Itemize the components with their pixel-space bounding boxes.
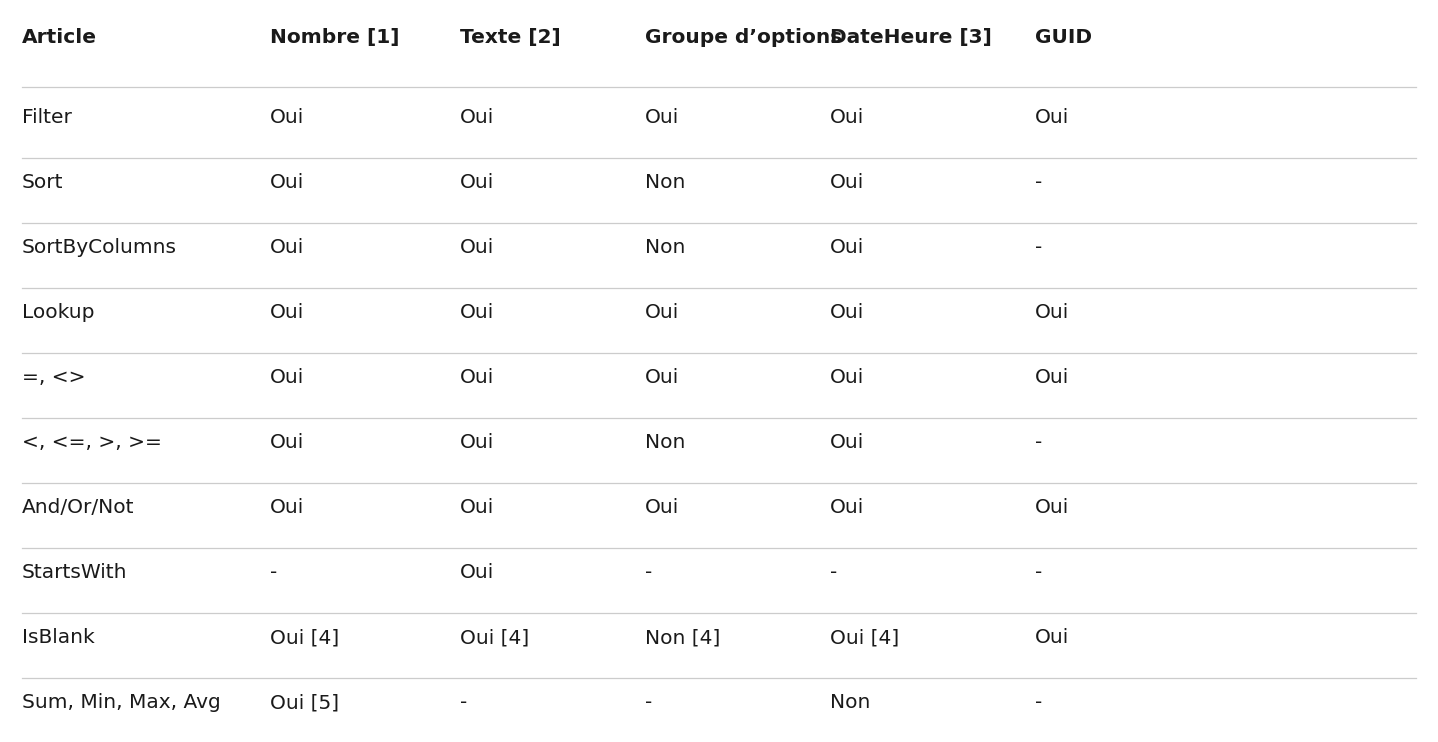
- Text: -: -: [270, 563, 278, 582]
- Text: Nombre [1]: Nombre [1]: [270, 28, 400, 47]
- Text: Oui [4]: Oui [4]: [830, 628, 899, 647]
- Text: Oui: Oui: [830, 303, 864, 322]
- Text: And/Or/Not: And/Or/Not: [22, 498, 135, 517]
- Text: Oui: Oui: [1035, 303, 1070, 322]
- Text: <, <=, >, >=: <, <=, >, >=: [22, 433, 162, 453]
- Text: Sum, Min, Max, Avg: Sum, Min, Max, Avg: [22, 693, 221, 712]
- Text: Non: Non: [646, 238, 686, 257]
- Text: Texte [2]: Texte [2]: [460, 28, 561, 47]
- Text: Oui: Oui: [646, 303, 679, 322]
- Text: Oui: Oui: [270, 108, 305, 127]
- Text: IsBlank: IsBlank: [22, 628, 95, 647]
- Text: -: -: [1035, 238, 1043, 257]
- Text: Oui: Oui: [270, 368, 305, 387]
- Text: Oui: Oui: [1035, 108, 1070, 127]
- Text: Lookup: Lookup: [22, 303, 95, 322]
- Text: Oui: Oui: [270, 498, 305, 517]
- Text: DateHeure [3]: DateHeure [3]: [830, 28, 992, 47]
- Text: Oui: Oui: [460, 173, 495, 192]
- Text: Oui: Oui: [1035, 368, 1070, 387]
- Text: =, <>: =, <>: [22, 368, 85, 387]
- Text: Oui: Oui: [460, 368, 495, 387]
- Text: Filter: Filter: [22, 108, 72, 127]
- Text: Oui: Oui: [646, 498, 679, 517]
- Text: -: -: [1035, 693, 1043, 712]
- Text: Oui: Oui: [1035, 628, 1070, 647]
- Text: Article: Article: [22, 28, 96, 47]
- Text: StartsWith: StartsWith: [22, 563, 128, 582]
- Text: Oui: Oui: [830, 173, 864, 192]
- Text: Oui: Oui: [460, 108, 495, 127]
- Text: Oui: Oui: [830, 108, 864, 127]
- Text: Oui: Oui: [270, 433, 305, 453]
- Text: Oui: Oui: [830, 498, 864, 517]
- Text: Oui: Oui: [830, 368, 864, 387]
- Text: GUID: GUID: [1035, 28, 1091, 47]
- Text: -: -: [646, 693, 653, 712]
- Text: Oui: Oui: [646, 108, 679, 127]
- Text: Groupe d’options: Groupe d’options: [646, 28, 843, 47]
- Text: Oui: Oui: [460, 563, 495, 582]
- Text: Oui: Oui: [646, 368, 679, 387]
- Text: -: -: [830, 563, 837, 582]
- Text: -: -: [460, 693, 467, 712]
- Text: Oui: Oui: [460, 498, 495, 517]
- Text: -: -: [1035, 433, 1043, 453]
- Text: -: -: [1035, 563, 1043, 582]
- Text: Oui: Oui: [270, 173, 305, 192]
- Text: Oui: Oui: [830, 433, 864, 453]
- Text: Non: Non: [830, 693, 870, 712]
- Text: Oui: Oui: [1035, 498, 1070, 517]
- Text: Oui: Oui: [830, 238, 864, 257]
- Text: Oui: Oui: [460, 433, 495, 453]
- Text: Sort: Sort: [22, 173, 63, 192]
- Text: SortByColumns: SortByColumns: [22, 238, 177, 257]
- Text: Oui [4]: Oui [4]: [460, 628, 529, 647]
- Text: -: -: [1035, 173, 1043, 192]
- Text: Oui: Oui: [460, 238, 495, 257]
- Text: Non: Non: [646, 173, 686, 192]
- Text: Oui: Oui: [270, 303, 305, 322]
- Text: Oui: Oui: [270, 238, 305, 257]
- Text: Non: Non: [646, 433, 686, 453]
- Text: Non [4]: Non [4]: [646, 628, 720, 647]
- Text: Oui: Oui: [460, 303, 495, 322]
- Text: Oui [4]: Oui [4]: [270, 628, 339, 647]
- Text: -: -: [646, 563, 653, 582]
- Text: Oui [5]: Oui [5]: [270, 693, 339, 712]
